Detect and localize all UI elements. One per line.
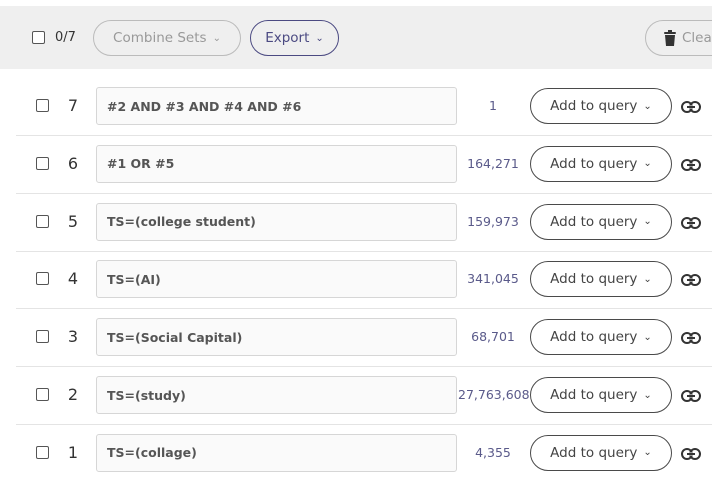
row-checkbox[interactable] bbox=[36, 99, 49, 112]
query-text: TS=(collage) bbox=[107, 445, 197, 461]
row-number: 1 bbox=[67, 442, 79, 462]
add-to-query-button[interactable]: Add to query ⌄ bbox=[530, 261, 672, 298]
chevron-down-icon: ⌄ bbox=[212, 32, 221, 44]
chevron-down-icon: ⌄ bbox=[643, 216, 652, 228]
query-text: #2 AND #3 AND #4 AND #6 bbox=[107, 98, 302, 114]
row-number: 7 bbox=[67, 96, 79, 115]
combine-sets-button[interactable]: Combine Sets ⌄ bbox=[93, 20, 241, 56]
row-checkbox[interactable] bbox=[36, 214, 49, 228]
query-field[interactable]: TS=(college student) bbox=[96, 202, 457, 241]
add-to-query-label: Add to query bbox=[550, 329, 638, 346]
add-to-query-button[interactable]: Add to query ⌄ bbox=[530, 377, 672, 413]
chevron-down-icon: ⌄ bbox=[315, 32, 324, 44]
row-checkbox[interactable] bbox=[36, 156, 49, 170]
row-number: 4 bbox=[67, 269, 79, 289]
result-count-link[interactable]: 68,701 bbox=[471, 329, 515, 345]
selection-count: 0/7 bbox=[55, 30, 76, 45]
combine-sets-label: Combine Sets bbox=[113, 30, 207, 46]
row-divider bbox=[16, 192, 712, 194]
search-history-toolbar: 0/7 Combine Sets ⌄ Export ⌄ Clear bbox=[0, 6, 712, 69]
row-checkbox[interactable] bbox=[36, 388, 49, 401]
query-field[interactable]: #1 OR #5 bbox=[96, 144, 457, 183]
add-to-query-label: Add to query bbox=[550, 98, 638, 114]
result-count-link[interactable]: 27,763,608 bbox=[458, 387, 530, 402]
clear-history-button[interactable]: Clear bbox=[645, 20, 712, 56]
clear-history-label: Clear bbox=[682, 30, 712, 46]
chevron-down-icon: ⌄ bbox=[643, 389, 652, 401]
add-to-query-label: Add to query bbox=[550, 213, 638, 230]
link-icon[interactable] bbox=[681, 388, 701, 402]
add-to-query-button[interactable]: Add to query ⌄ bbox=[530, 434, 672, 471]
select-all-checkbox[interactable] bbox=[32, 31, 45, 44]
link-icon[interactable] bbox=[681, 157, 701, 171]
row-checkbox[interactable] bbox=[36, 330, 49, 344]
chevron-down-icon: ⌄ bbox=[643, 100, 652, 112]
query-text: TS=(Social Capital) bbox=[107, 329, 243, 345]
query-text: TS=(AI) bbox=[107, 271, 161, 287]
query-field[interactable]: #2 AND #3 AND #4 AND #6 bbox=[96, 87, 457, 125]
link-icon[interactable] bbox=[681, 272, 701, 287]
add-to-query-label: Add to query bbox=[550, 444, 638, 461]
chevron-down-icon: ⌄ bbox=[643, 331, 652, 343]
add-to-query-label: Add to query bbox=[550, 271, 638, 288]
result-count-link[interactable]: 341,045 bbox=[467, 271, 519, 287]
row-divider bbox=[16, 366, 712, 368]
query-field[interactable]: TS=(collage) bbox=[96, 433, 457, 472]
chevron-down-icon: ⌄ bbox=[643, 273, 652, 285]
query-field[interactable]: TS=(study) bbox=[96, 376, 457, 414]
add-to-query-button[interactable]: Add to query ⌄ bbox=[530, 203, 672, 240]
query-text: #1 OR #5 bbox=[107, 156, 175, 172]
link-icon[interactable] bbox=[681, 330, 701, 345]
row-number: 2 bbox=[67, 385, 79, 404]
row-number: 5 bbox=[67, 211, 79, 231]
row-number: 6 bbox=[67, 153, 79, 173]
query-text: TS=(college student) bbox=[107, 214, 256, 230]
result-count-link[interactable]: 1 bbox=[489, 98, 497, 113]
result-count-link[interactable]: 4,355 bbox=[475, 444, 511, 460]
add-to-query-label: Add to query bbox=[550, 155, 638, 172]
chevron-down-icon: ⌄ bbox=[643, 158, 652, 170]
add-to-query-label: Add to query bbox=[550, 387, 638, 403]
result-count-link[interactable]: 164,271 bbox=[467, 155, 519, 171]
query-field[interactable]: TS=(AI) bbox=[96, 260, 457, 299]
add-to-query-button[interactable]: Add to query ⌄ bbox=[530, 319, 672, 356]
add-to-query-button[interactable]: Add to query ⌄ bbox=[530, 145, 672, 182]
add-to-query-button[interactable]: Add to query ⌄ bbox=[530, 88, 672, 124]
query-text: TS=(study) bbox=[107, 387, 186, 403]
row-divider bbox=[16, 250, 712, 252]
result-count-link[interactable]: 159,973 bbox=[467, 213, 519, 229]
row-number: 3 bbox=[67, 327, 79, 347]
trash-icon bbox=[664, 30, 676, 46]
link-icon[interactable] bbox=[681, 446, 701, 460]
link-icon[interactable] bbox=[681, 215, 701, 229]
export-button[interactable]: Export ⌄ bbox=[250, 20, 339, 56]
row-checkbox[interactable] bbox=[36, 445, 49, 459]
row-divider bbox=[16, 134, 712, 136]
link-icon[interactable] bbox=[681, 99, 701, 113]
row-divider bbox=[16, 423, 712, 425]
row-divider bbox=[16, 308, 712, 310]
export-label: Export bbox=[265, 30, 310, 46]
chevron-down-icon: ⌄ bbox=[643, 447, 652, 459]
query-field[interactable]: TS=(Social Capital) bbox=[96, 318, 457, 357]
row-checkbox[interactable] bbox=[36, 272, 49, 286]
